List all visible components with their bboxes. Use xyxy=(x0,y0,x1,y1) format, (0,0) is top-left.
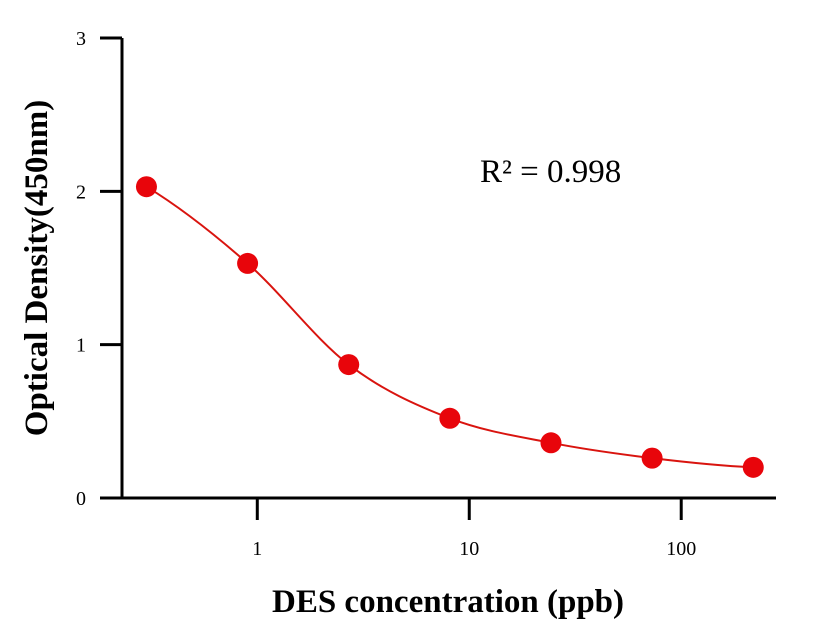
data-point xyxy=(641,447,663,469)
y-axis-title: Optical Density(450nm) xyxy=(19,100,55,436)
x-tick-label: 1 xyxy=(252,538,262,560)
axes: 0 1 2 3 1 10 100 xyxy=(76,28,776,560)
data-point xyxy=(742,456,764,478)
y-tick-label: 2 xyxy=(76,181,86,203)
data-point xyxy=(439,407,461,429)
x-tick-label: 100 xyxy=(666,538,696,560)
data-point xyxy=(540,432,562,454)
x-axis-title: DES concentration (ppb) xyxy=(272,584,624,620)
x-tick-label: 10 xyxy=(459,538,479,560)
data-point xyxy=(237,252,259,274)
data-point xyxy=(135,176,157,198)
r-squared-annotation: R² = 0.998 xyxy=(480,154,621,190)
y-tick-label: 0 xyxy=(76,488,86,510)
y-tick-label: 1 xyxy=(76,335,86,357)
data-point xyxy=(338,354,360,376)
y-tick-label: 3 xyxy=(76,28,86,50)
data-points-layer xyxy=(135,176,764,478)
